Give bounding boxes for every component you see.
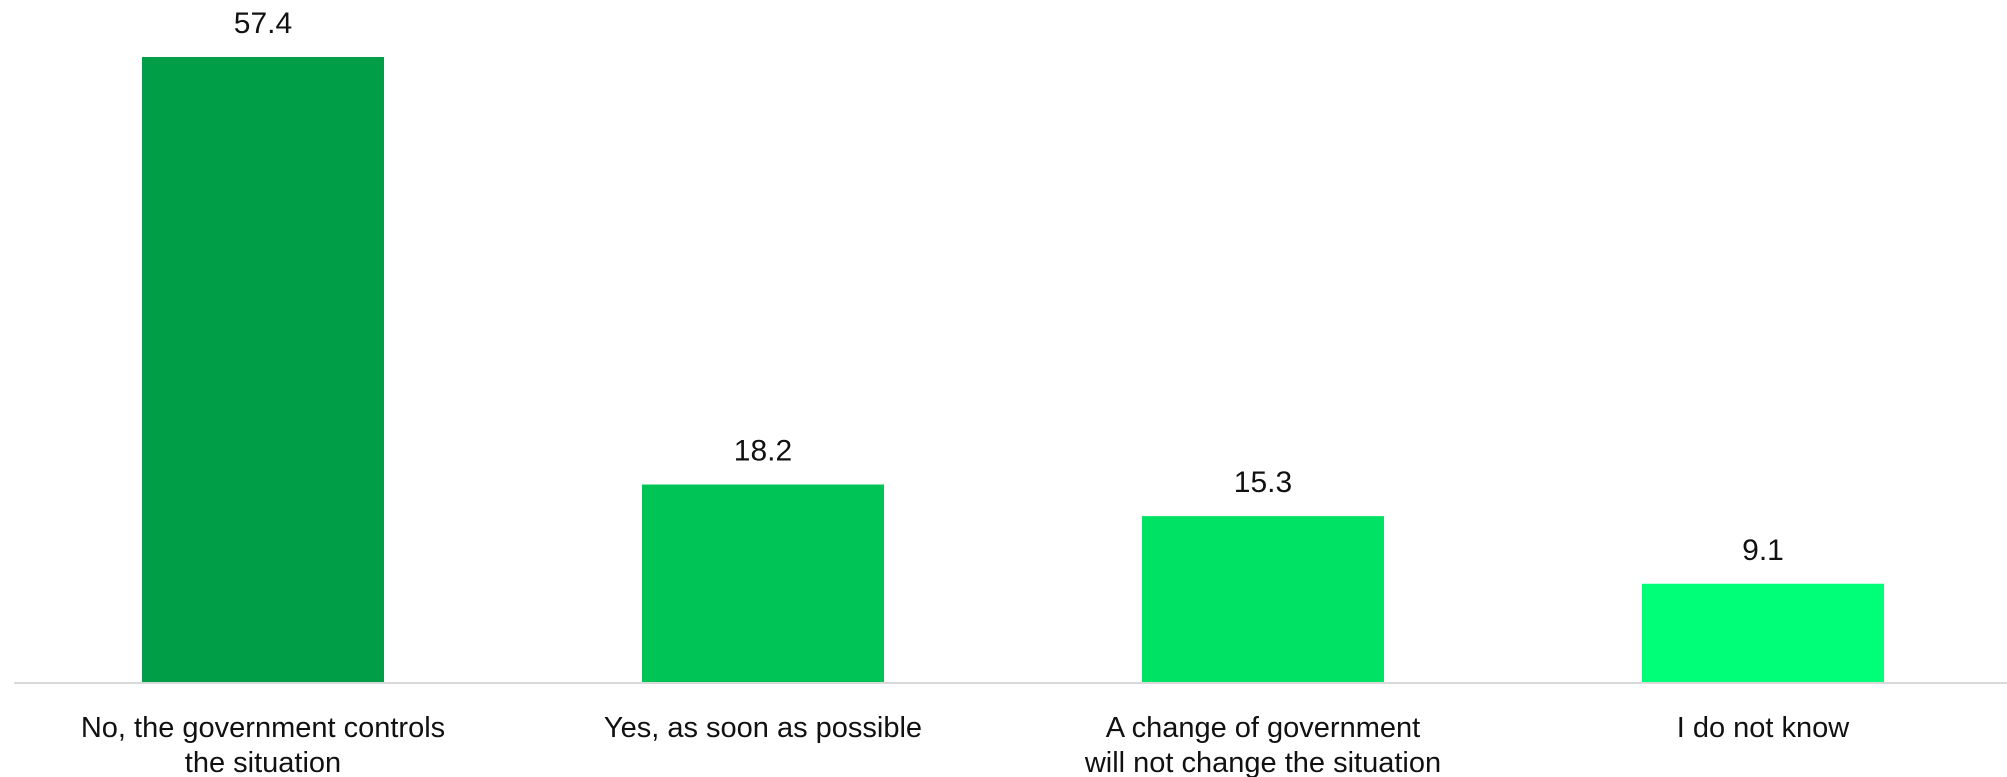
category-label-4-line-1: I do not know [1677,712,1851,744]
bar-4 [1642,583,1884,683]
value-labels-group: 57.4 18.2 15.3 9.1 [234,7,1784,567]
bars-group [142,57,1884,683]
value-label-4: 9.1 [1742,534,1784,567]
value-label-1: 57.4 [234,7,292,40]
value-label-2: 18.2 [734,435,792,468]
category-label-2: Yes, as soon as possible [604,712,922,744]
category-label-3-line-2: will not change the situation [1084,747,1441,777]
category-label-1-line-2: the situation [185,747,341,777]
bar-3 [1142,516,1384,683]
category-label-1-line-1: No, the government controls [81,712,445,744]
category-label-3: A change of government will not change th… [1084,712,1441,777]
category-label-2-line-1: Yes, as soon as possible [604,712,922,744]
category-labels-group: No, the government controls the situation… [81,712,1850,777]
category-label-4: I do not know [1677,712,1851,744]
bar-2 [642,484,884,683]
category-label-3-line-1: A change of government [1106,712,1420,744]
value-label-3: 15.3 [1234,466,1292,499]
bar-1 [142,57,384,683]
category-label-1: No, the government controls the situation [81,712,445,777]
